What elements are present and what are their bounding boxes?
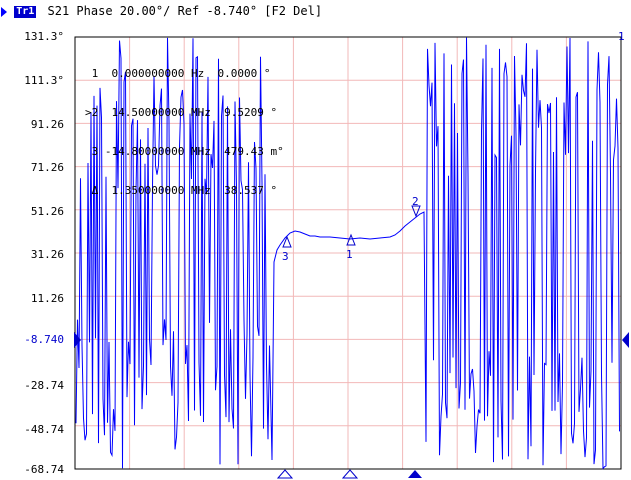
y-label: -68.74 (24, 463, 64, 476)
plot-frame (74, 36, 622, 470)
trace-active-arrow-icon (1, 6, 7, 17)
y-label: -28.74 (24, 379, 64, 392)
bottom-marker-triangle-icon[interactable] (341, 469, 359, 479)
marker-row: 3 -14.80000000 MHz 479.43 m° (91, 145, 284, 158)
reference-right-triangle-icon[interactable] (622, 332, 629, 348)
bottom-marker-triangle-icon[interactable] (276, 469, 294, 479)
trace-header[interactable]: Tr1 S21 Phase 20.00°/ Ref -8.740° [F2 De… (0, 0, 631, 22)
y-label: -48.74 (24, 423, 64, 436)
y-label: 31.26 (30, 248, 64, 261)
plot-markers (282, 205, 421, 248)
marker-label-2: 2 (412, 195, 419, 208)
marker-1-triangle-icon[interactable] (346, 233, 356, 246)
y-label: 91.26 (30, 118, 64, 131)
marker-2-triangle-icon[interactable] (411, 205, 421, 218)
y-label: 71.26 (30, 161, 64, 174)
y-label: 11.26 (30, 292, 64, 305)
trace-line (75, 37, 620, 470)
y-label-reference: -8.740 (24, 333, 64, 346)
trace-badge[interactable]: Tr1 (14, 5, 37, 18)
trace-settings-text: S21 Phase 20.00°/ Ref -8.740° [F2 Del] (47, 4, 323, 18)
marker-label-1: 1 (346, 248, 353, 261)
y-label: 51.26 (30, 205, 64, 218)
marker-row: 1 0.000000000 Hz 0.0000 ° (91, 67, 271, 80)
y-label: 111.3° (24, 74, 64, 87)
reference-left-triangle-icon[interactable] (74, 332, 81, 348)
marker-row: Δ 1.350000000 MHz 38.537 ° (91, 184, 278, 197)
y-label: 131.3° (24, 30, 64, 43)
bottom-marker-triangle-active-icon[interactable] (408, 470, 422, 478)
marker-readout-table: 1 0.000000000 Hz 0.0000 ° >2 14.50000000… (85, 41, 284, 210)
marker-row: >2 14.50000000 MHz 9.5209 ° (85, 106, 278, 119)
marker-label-right: 1 (618, 30, 625, 43)
marker-label-3: 3 (282, 250, 289, 263)
marker-3-triangle-icon[interactable] (282, 235, 292, 248)
